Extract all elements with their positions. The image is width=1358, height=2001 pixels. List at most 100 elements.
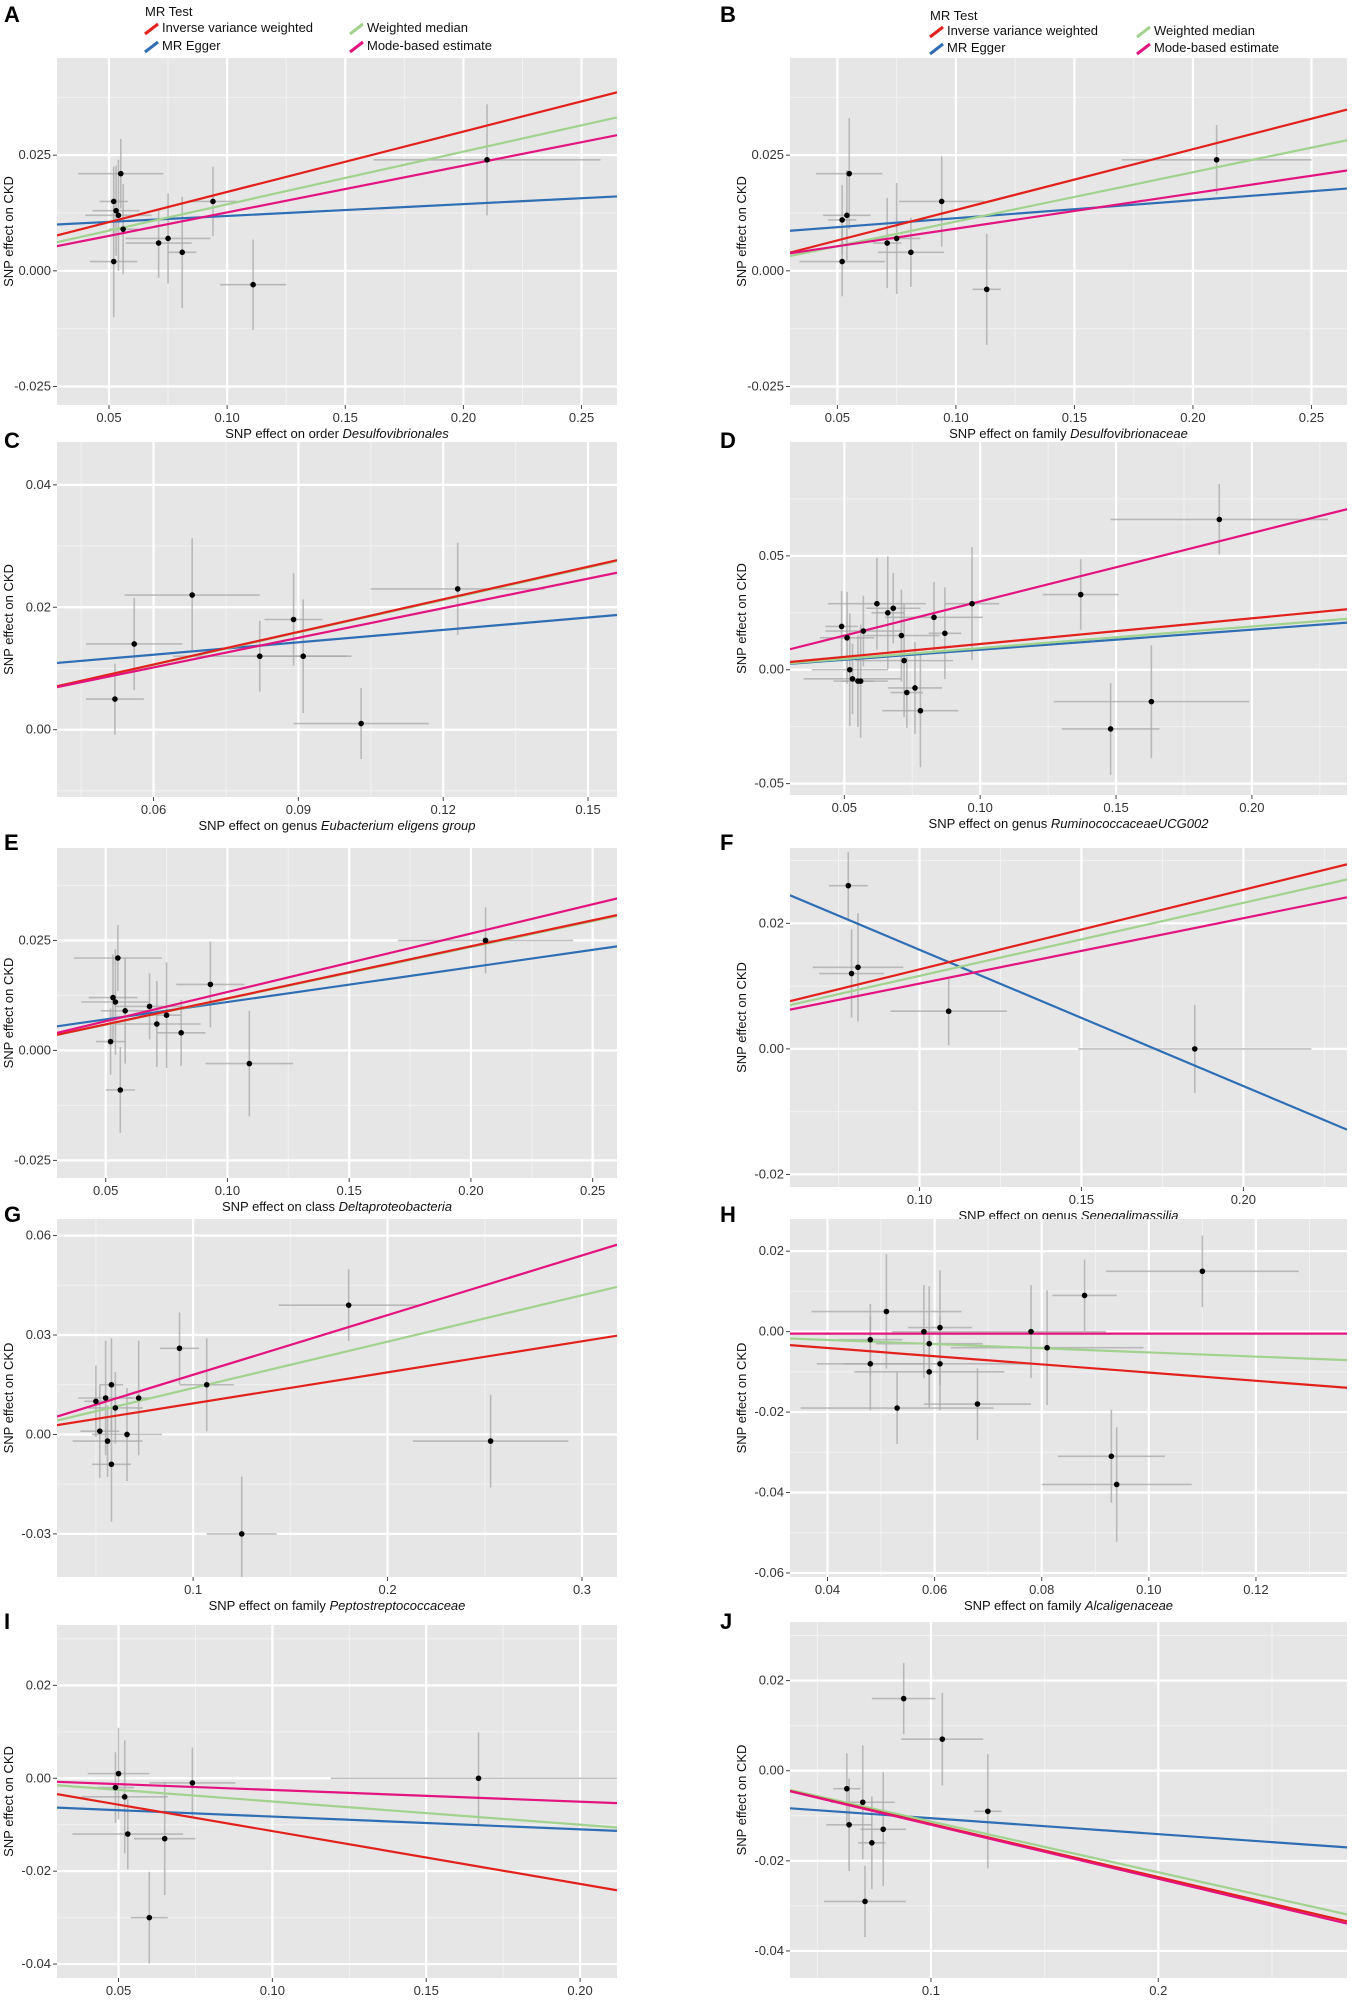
data-point [121, 1794, 128, 1800]
x-axis-title-prefix: SNP effect on family [949, 426, 1070, 441]
y-tick-label: 0.02 [759, 915, 784, 930]
data-point [845, 882, 852, 889]
data-point [867, 1361, 874, 1367]
data-point [96, 1428, 103, 1434]
data-point [890, 605, 897, 612]
data-point [938, 198, 945, 205]
y-tick-label: 0.025 [18, 147, 51, 162]
y-tick-label: -0.04 [754, 1943, 784, 1958]
mr-line-mode [57, 571, 617, 689]
data-point [122, 1008, 128, 1014]
y-tick-label: 0.03 [26, 1327, 51, 1342]
panel-letter-f: F [720, 830, 733, 855]
y-tick-label: 0.000 [18, 1042, 51, 1057]
data-point [926, 1369, 933, 1375]
data-point [846, 666, 853, 673]
plot-area [790, 1219, 1347, 1577]
legend-label-ivw-b: Inverse variance weighted [947, 23, 1098, 38]
data-point [189, 592, 195, 598]
x-axis-title-taxon: Desulfovibrionaceae [1070, 426, 1188, 441]
legend-swatch-mode [349, 40, 364, 54]
y-tick-label: 0.06 [26, 1228, 51, 1243]
x-axis-title-prefix: SNP effect on genus [198, 818, 320, 833]
x-tick-label: 0.20 [451, 410, 476, 425]
plot-area [790, 442, 1347, 795]
data-point [110, 258, 117, 265]
plot-area [790, 848, 1347, 1187]
x-tick-label: 0.20 [1231, 1192, 1256, 1207]
panel-g: G 0.1 0.2 0.3 -0.03 0.00 0.03 0.06 SNP effect on… [1, 1202, 617, 1613]
mr-line-mode [57, 1243, 617, 1418]
panel-letter-i: I [4, 1609, 10, 1634]
legend-label-mode: Mode-based estimate [367, 38, 492, 53]
x-tick-label: 0.06 [141, 802, 166, 817]
data-point [108, 1461, 115, 1468]
data-point [838, 623, 845, 630]
y-tick-label: -0.06 [754, 1565, 784, 1580]
legend-swatch-wm [349, 22, 364, 36]
y-tick-label: 0.00 [759, 1041, 784, 1056]
data-point [859, 1799, 866, 1806]
y-tick-label: -0.02 [21, 1863, 51, 1878]
data-point [921, 1328, 927, 1335]
data-point [124, 1431, 130, 1438]
data-point [124, 1831, 131, 1837]
data-point [867, 1336, 874, 1343]
y-tick-label: 0.04 [26, 477, 51, 492]
data-point [1213, 156, 1220, 163]
y-tick-label: 0.00 [759, 662, 784, 677]
data-point [857, 678, 864, 684]
x-tick-label: 0.05 [96, 410, 121, 425]
panel-letter-g: G [4, 1202, 21, 1227]
y-tick-label: 0.02 [759, 1673, 784, 1688]
y-tick-label: 0.00 [26, 1426, 51, 1441]
x-tick-label: 0.12 [431, 802, 456, 817]
y-tick-label: -0.02 [754, 1166, 784, 1181]
y-tick-label: 0.02 [26, 1677, 51, 1692]
data-point [844, 635, 850, 641]
mr-line-ivw [790, 863, 1347, 1003]
legend-label-ivw: Inverse variance weighted [162, 20, 313, 35]
mr-line-wm [57, 1285, 617, 1422]
data-point [869, 1840, 875, 1846]
data-point [1044, 1344, 1050, 1351]
y-axis-title: SNP effect on CKD [1, 564, 16, 675]
x-axis-title: SNP effect on genus RuminococcaceaeUCG00… [929, 816, 1210, 831]
data-point [984, 1808, 991, 1815]
mr-line-mode [790, 1790, 1347, 1925]
mr-line-ivw [57, 913, 617, 1036]
x-tick-label: 0.20 [567, 1983, 592, 1996]
mr-line-ivw [790, 108, 1347, 254]
data-point [290, 616, 297, 623]
data-point [839, 258, 845, 265]
y-tick-label: 0.000 [18, 263, 51, 278]
plot-area [790, 1622, 1347, 1978]
data-point [983, 286, 990, 293]
data-point [849, 676, 856, 682]
panel-letter-e: E [4, 830, 19, 855]
y-tick-label: -0.025 [747, 378, 784, 393]
plot-area [57, 1625, 617, 1978]
y-tick-label: 0.00 [26, 722, 51, 737]
data-point [1216, 516, 1223, 523]
plot-area [57, 58, 617, 405]
y-axis-title: SNP effect on CKD [734, 1343, 749, 1454]
data-point [179, 249, 186, 256]
x-tick-label: 0.05 [832, 800, 857, 815]
panel-a: A0.05 0.10 0.15 0.20 0.25-0.0250.0000.025SNP… [1, 2, 617, 441]
data-point [250, 281, 256, 288]
y-tick-label: 0.000 [751, 263, 784, 278]
data-point [155, 240, 162, 246]
panel-i: I 0.05 0.10 0.15 0.20 -0.04 -0.02 0.00 0.02 SNP e… [1, 1609, 617, 2001]
data-point [475, 1775, 482, 1782]
data-point [1028, 1328, 1034, 1335]
data-point [487, 1438, 494, 1444]
x-tick-label: 0.3 [573, 1582, 591, 1597]
x-axis-title-taxon: Alcaligenaceae [1084, 1598, 1173, 1613]
plot-background [790, 1622, 1347, 1978]
data-point [113, 207, 119, 214]
panel-j: J 0.1 0.2 -0.04 -0.02 0.00 0.02 SNP effect on C… [720, 1609, 1347, 2001]
mr-line-ivw [57, 559, 617, 688]
